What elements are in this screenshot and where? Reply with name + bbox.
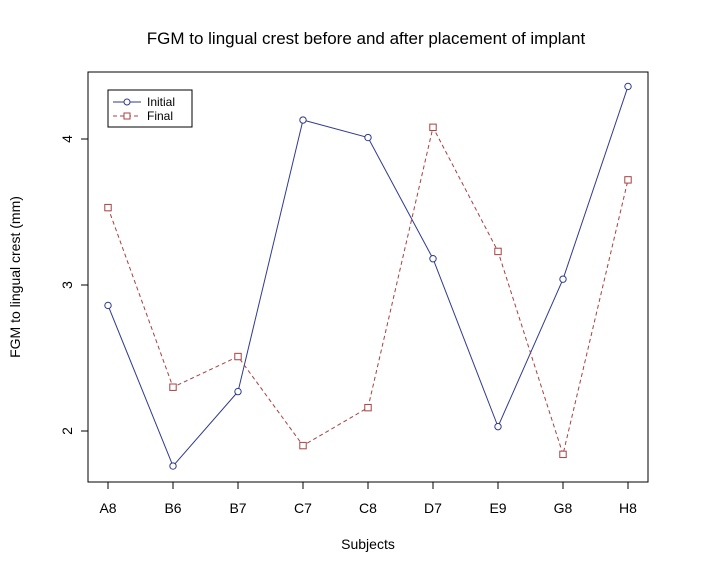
final-point-C7: [299, 441, 307, 450]
final-point-D7: [429, 123, 437, 132]
legend-label-final: Final: [147, 109, 173, 123]
initial-point-B7: [234, 387, 242, 396]
final-point-B7: [234, 352, 242, 361]
final-point-E9: [494, 247, 502, 256]
chart-title: FGM to lingual crest before and after pl…: [147, 29, 586, 48]
initial-point-G8: [559, 275, 567, 283]
x-tick-label-B6: B6: [164, 500, 181, 516]
y-axis-label: FGM to lingual crest (mm): [7, 196, 23, 358]
initial-point-B6: [169, 462, 177, 470]
initial-point-C7: [299, 116, 307, 124]
final-point-C8: [364, 403, 372, 412]
legend-label-initial: Initial: [147, 95, 175, 109]
y-axis: 2 3 4: [59, 135, 88, 435]
legend-marker-initial: [123, 98, 131, 106]
final-point-H8: [624, 176, 632, 184]
legend-marker-final: [123, 112, 131, 120]
series-layer: [104, 82, 632, 470]
y-tick-label-4: 4: [59, 135, 75, 143]
initial-point-H8: [624, 82, 632, 91]
initial-point-E9: [494, 422, 502, 431]
x-tick-label-C7: C7: [294, 500, 312, 516]
x-tick-label-E9: E9: [489, 500, 506, 516]
x-tick-label-A8: A8: [99, 500, 116, 516]
x-tick-label-B7: B7: [229, 500, 246, 516]
final-point-B6: [169, 383, 177, 391]
x-tick-label-G8: G8: [554, 500, 573, 516]
x-axis-label: Subjects: [341, 536, 395, 552]
initial-point-D7: [429, 255, 437, 263]
x-tick-label-C8: C8: [359, 500, 377, 516]
legend-box: [107, 89, 193, 128]
final-point-A8: [104, 203, 112, 212]
x-axis: A8 B6 B7 C7 C8 D7 E9 G8 H8: [99, 482, 637, 516]
y-tick-label-2: 2: [59, 427, 75, 435]
x-tick-label-H8: H8: [619, 500, 637, 516]
initial-point-A8: [104, 301, 112, 310]
final-point-G8: [559, 450, 567, 459]
x-tick-label-D7: D7: [424, 500, 442, 516]
y-tick-label-3: 3: [59, 281, 75, 289]
initial-point-C8: [364, 133, 372, 142]
